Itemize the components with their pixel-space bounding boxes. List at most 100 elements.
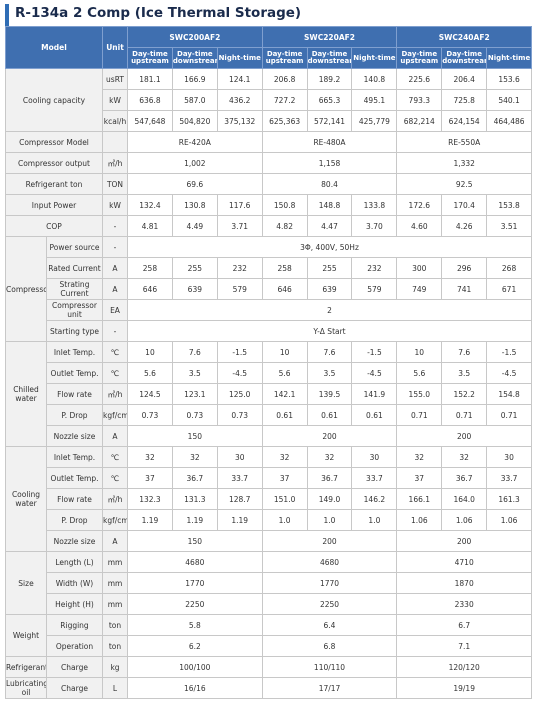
mode-name: Day-time downstream: [441, 47, 488, 69]
value-cell: 125.0: [216, 383, 263, 405]
group-label: Lubricating oil: [5, 677, 47, 699]
value-cell: 0.73: [127, 404, 173, 426]
value-cell: 33.7: [486, 467, 533, 489]
value-cell: 33.7: [216, 467, 263, 489]
value-cell: 16/16: [127, 677, 263, 699]
value-cell: 4.47: [306, 215, 353, 237]
value-cell: 149.0: [306, 488, 353, 510]
value-cell: 206.4: [441, 68, 488, 90]
value-cell: 1.0: [306, 509, 353, 531]
unit-header: Unit: [102, 26, 128, 69]
value-cell: -1.5: [486, 341, 533, 363]
unit-cell: ㎥/h: [102, 383, 128, 405]
item-label: Compressor unit: [46, 299, 103, 321]
table-row: Outlet Temp. ℃ 37 36.7 33.7 37 36.7 33.7 37 36.7 3…: [6, 467, 533, 489]
value-cell: 3Φ, 400V, 50Hz: [126, 236, 533, 258]
value-cell: 1,158: [261, 152, 398, 174]
item-label: Rigging: [46, 614, 103, 636]
value-cell: 139.5: [306, 383, 353, 405]
item-label: Width (W): [46, 572, 103, 594]
table-row: Input Power kW 132.4 130.8 117.6 150.8 148.8 13…: [5, 194, 533, 216]
value-cell: 5.6: [261, 362, 308, 384]
value-cell: 117.6: [216, 194, 263, 216]
value-cell: 0.71: [396, 404, 443, 426]
value-cell: 268: [486, 257, 533, 279]
table-body: Cooling capacity usRT 181.1 166.9 124.1 206.8…: [5, 68, 533, 699]
value-cell: 725.8: [441, 89, 488, 111]
mode-name: Day-time downstream: [171, 47, 218, 69]
item-label: Nozzle size: [46, 530, 103, 552]
value-cell: 148.8: [306, 194, 353, 216]
group-label: Size: [5, 551, 47, 615]
value-cell: 793.3: [396, 89, 443, 111]
unit-cell: A: [102, 425, 128, 447]
value-cell: 200: [396, 530, 533, 552]
item-label: Inlet Temp.: [46, 446, 103, 468]
value-cell: 1.0: [351, 509, 398, 531]
unit-cell: L: [102, 677, 128, 699]
value-cell: 69.6: [127, 173, 263, 195]
value-cell: 624,154: [441, 110, 488, 132]
unit-cell: -: [102, 215, 128, 237]
value-cell: 579: [216, 278, 263, 300]
value-cell: 646: [261, 278, 308, 300]
value-cell: 154.8: [486, 383, 533, 405]
value-cell: 10: [127, 341, 173, 363]
mode-name: Day-time upstream: [396, 47, 443, 69]
table-row: P. Dropkgf/cm²0.730.730.730.610.610.610.…: [6, 404, 533, 426]
value-cell: 150: [127, 530, 263, 552]
unit-cell: ㎥/h: [102, 152, 128, 174]
table-row: Compressor unit EA 2: [6, 299, 533, 321]
value-cell: 727.2: [261, 89, 308, 111]
unit-cell: ton: [102, 635, 128, 657]
value-cell: 151.0: [261, 488, 308, 510]
item-label: P. Drop: [46, 509, 103, 531]
value-cell: 1,332: [396, 152, 533, 174]
value-cell: -4.5: [216, 362, 263, 384]
value-cell: 17/17: [261, 677, 398, 699]
table-row: Outlet Temp. ℃ 5.6 3.5 -4.5 5.6 3.5 -4.5 5.6 3.5-…: [6, 362, 533, 384]
unit-cell: TON: [102, 173, 128, 195]
value-cell: 150: [127, 425, 263, 447]
unit-cell: -: [102, 320, 128, 342]
value-cell: 0.71: [441, 404, 488, 426]
unit-cell: ℃: [102, 362, 128, 384]
mode-name: Day-time upstream: [261, 47, 308, 69]
item-label: Operation: [46, 635, 103, 657]
value-cell: 189.2: [306, 68, 353, 90]
value-cell: 7.1: [396, 635, 533, 657]
value-cell: 2250: [127, 593, 263, 615]
value-cell: 547,648: [127, 110, 173, 132]
value-cell: 225.6: [396, 68, 443, 90]
item-label: Nozzle size: [46, 425, 103, 447]
value-cell: 6.2: [127, 635, 263, 657]
unit-cell: EA: [102, 299, 128, 321]
table-row: COP -4.81 4.49 3.71 4.82 4.47 3.70 4.60 4.26 3.51: [5, 215, 533, 237]
value-cell: 296: [441, 257, 488, 279]
unit-cell: kgf/cm²: [102, 404, 128, 426]
value-cell: 164.0: [441, 488, 488, 510]
item-label: P. Drop: [46, 404, 103, 426]
value-cell: 32: [261, 446, 308, 468]
table-row: Refrigerant Charge kg 100/100 110/110 120/120: [5, 656, 533, 678]
item-label: Outlet Temp.: [46, 467, 103, 489]
value-cell: 540.1: [486, 89, 533, 111]
row-label: Refrigerant ton: [5, 173, 103, 195]
value-cell: 32: [306, 446, 353, 468]
value-cell: 464,486: [486, 110, 533, 132]
value-cell: 80.4: [261, 173, 398, 195]
mode-name: Night-time: [486, 47, 533, 69]
unit-cell: kgf/cm²: [102, 509, 128, 531]
spec-table: Model Unit SWC200AF2 SWC220AF2 SWC240AF2 D…: [5, 26, 533, 699]
unit-cell: kg: [102, 656, 128, 678]
group-label: Weight: [5, 614, 47, 657]
value-cell: 200: [261, 530, 398, 552]
value-cell: 30: [216, 446, 263, 468]
model-name: SWC240AF2: [396, 26, 533, 48]
table-row: Refrigerant ton TON 69.6 80.4 92.5: [5, 173, 533, 195]
unit-cell: [102, 131, 128, 153]
value-cell: 1.19: [171, 509, 218, 531]
value-cell: 258: [127, 257, 173, 279]
table-row: Compressor output ㎥/h 1,002 1,158 1,332: [5, 152, 533, 174]
table-row: Flow rate ㎥/h 132.3 131.3 128.7 151.0 149.0 146…: [6, 488, 533, 510]
